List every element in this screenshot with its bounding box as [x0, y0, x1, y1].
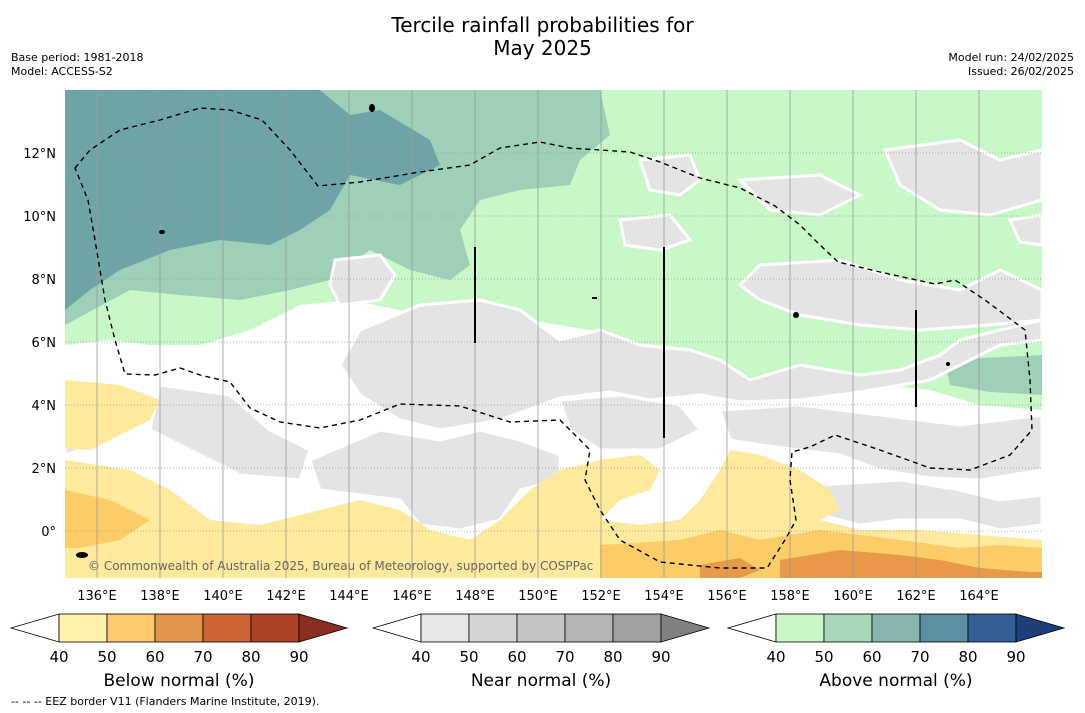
colorbar-tick: 40: [49, 648, 68, 666]
lon-label: 156°E: [707, 589, 747, 604]
colorbar-tick: 50: [459, 648, 478, 666]
colorbar-tick: 90: [651, 648, 670, 666]
colorbar: 40 50 60 70 80 90 Above normal (%): [726, 613, 1066, 691]
colorbar-segment: [58, 613, 108, 643]
colorbar-segment: [919, 613, 969, 643]
run-info: Model run: 24/02/2025 Issued: 26/02/2025: [948, 51, 1074, 79]
model-name: Model: ACCESS-S2: [11, 65, 113, 78]
colorbar-tick: 90: [289, 648, 308, 666]
colorbar-segment: [823, 613, 873, 643]
map-title: Tercile rainfall probabilities for May 2…: [0, 14, 1085, 60]
colorbar-label: Near normal (%): [471, 671, 611, 691]
above-normal-strong-region: [65, 90, 440, 310]
below-normal-light-region: [65, 380, 1042, 578]
colorbar-tick: 60: [862, 648, 881, 666]
lat-label: 8°N: [32, 273, 57, 288]
colorbar-segment: [564, 613, 614, 643]
lon-label: 146°E: [392, 589, 432, 604]
lat-label: 2°N: [32, 462, 57, 477]
above-normal-strong-region-east: [945, 355, 1042, 395]
colorbar-segment: [468, 613, 518, 643]
issued-date: Issued: 26/02/2025: [967, 65, 1074, 78]
base-period: Base period: 1981-2018: [11, 51, 144, 64]
title-line-1: Tercile rainfall probabilities for: [391, 13, 694, 37]
lon-label: 164°E: [959, 589, 999, 604]
islands: [76, 104, 950, 558]
colorbar: 40 50 60 70 80 90 Below normal (%): [9, 613, 349, 691]
colorbar-tick: 80: [603, 648, 622, 666]
copyright-notice: © Commonwealth of Australia 2025, Bureau…: [88, 559, 593, 573]
lon-label: 160°E: [833, 589, 873, 604]
colorbar-segment: [154, 613, 204, 643]
colorbar-tick: 70: [193, 648, 212, 666]
colorbar-legends: 40 50 60 70 80 90 Below normal (%) 40 50 60 70 80 90…: [9, 613, 1066, 691]
lon-label: 136°E: [77, 589, 117, 604]
lon-label: 152°E: [581, 589, 621, 604]
colorbar-tick: 40: [766, 648, 785, 666]
boundary-markers: [474, 247, 917, 438]
title-line-2: May 2025: [493, 36, 592, 60]
eez-border: [74, 107, 1033, 569]
lon-label: 144°E: [329, 589, 369, 604]
colorbar-segment: [420, 613, 470, 643]
latitude-gridlines: [65, 152, 1042, 532]
below-normal-mid-region: [65, 490, 1042, 578]
lon-label: 148°E: [455, 589, 495, 604]
colorbar-segment: [1015, 613, 1066, 643]
colorbar-segment: [371, 613, 422, 643]
colorbar-segment: [775, 613, 825, 643]
colorbar-tick: 70: [910, 648, 929, 666]
colorbar-segment: [106, 613, 156, 643]
latitude-labels: 12°N 10°N 8°N 6°N 4°N 2°N 0°: [23, 147, 56, 540]
colorbar-segment: [298, 613, 349, 643]
colorbar-segment: [9, 613, 60, 643]
colorbar-segment: [871, 613, 921, 643]
lon-label: 150°E: [518, 589, 558, 604]
below-normal-strong-region: [700, 550, 1042, 578]
base-period-info: Base period: 1981-2018 Model: ACCESS-S2: [11, 51, 143, 79]
colorbar-tick: 50: [97, 648, 116, 666]
lat-label: 6°N: [32, 336, 57, 351]
eez-footnote: -- -- -- EEZ border V11 (Flanders Marine…: [11, 695, 320, 708]
colorbar: 40 50 60 70 80 90 Near normal (%): [371, 613, 711, 691]
lat-label: 4°N: [32, 399, 57, 414]
colorbar-tick: 70: [555, 648, 574, 666]
colorbar-segment: [967, 613, 1017, 643]
longitude-labels: 136°E 138°E 140°E 142°E 144°E 146°E 148°…: [77, 589, 999, 604]
colorbar-tick: 60: [507, 648, 526, 666]
colorbar-segment: [726, 613, 777, 643]
colorbar-tick: 90: [1006, 648, 1025, 666]
colorbar-tick: 80: [241, 648, 260, 666]
lon-label: 138°E: [140, 589, 180, 604]
model-run: Model run: 24/02/2025: [948, 51, 1074, 64]
lat-label: 0°: [41, 525, 56, 540]
colorbar-label: Above normal (%): [819, 671, 972, 691]
lon-label: 162°E: [896, 589, 936, 604]
colorbar-tick: 60: [145, 648, 164, 666]
lon-label: 142°E: [266, 589, 306, 604]
lat-label: 12°N: [23, 147, 56, 162]
colorbar-tick: 40: [411, 648, 430, 666]
colorbar-tick: 50: [814, 648, 833, 666]
colorbar-segment: [612, 613, 662, 643]
lat-label: 10°N: [23, 210, 56, 225]
colorbar-segment: [516, 613, 566, 643]
probability-map: © Commonwealth of Australia 2025, Bureau…: [65, 90, 1042, 578]
colorbar-segment: [202, 613, 252, 643]
lon-label: 140°E: [203, 589, 243, 604]
longitude-gridlines: [96, 90, 980, 578]
colorbar-tick: 80: [958, 648, 977, 666]
colorbar-segment: [660, 613, 711, 643]
colorbar-segment: [250, 613, 300, 643]
lon-label: 154°E: [644, 589, 684, 604]
lon-label: 158°E: [770, 589, 810, 604]
colorbar-label: Below normal (%): [104, 671, 255, 691]
